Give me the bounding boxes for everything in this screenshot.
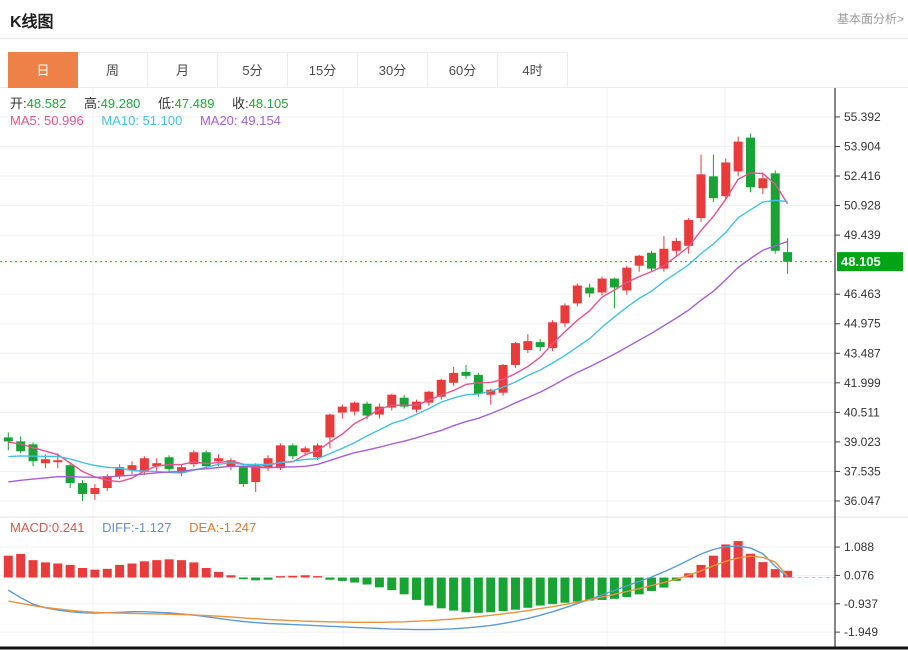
main-y-axis-labels: 55.392 53.904 52.416 50.928 49.439 46.463 44.9… — [835, 110, 881, 508]
svg-text:55.392: 55.392 — [844, 110, 881, 124]
tab-week[interactable]: 周 — [78, 52, 148, 88]
candles-layer — [3, 133, 793, 501]
grid-layer — [0, 88, 908, 647]
ma10-line — [8, 199, 788, 474]
svg-text:49.439: 49.439 — [844, 228, 881, 242]
high-value: 高:49.280 — [84, 96, 141, 111]
tab-60min[interactable]: 60分 — [428, 52, 498, 88]
tab-5min[interactable]: 5分 — [218, 52, 288, 88]
diff-line — [7, 545, 789, 631]
page-title: K线图 — [10, 14, 54, 31]
macd-info-row: MACD:0.241 DIFF:-1.127 DEA:-1.247 — [10, 520, 270, 535]
svg-text:37.535: 37.535 — [844, 464, 881, 478]
tab-30min[interactable]: 30分 — [358, 52, 428, 88]
open-value: 开:48.582 — [10, 96, 67, 111]
svg-text:-0.937: -0.937 — [844, 597, 878, 611]
svg-text:1.088: 1.088 — [844, 540, 874, 554]
price-badge: 48.105 — [837, 252, 903, 272]
tab-4hour[interactable]: 4时 — [498, 52, 568, 88]
low-value: 低:47.489 — [158, 96, 215, 111]
diff-value: DIFF:-1.127 — [102, 520, 172, 535]
ma5-value: MA5: 50.996 — [10, 113, 84, 128]
svg-text:36.047: 36.047 — [844, 494, 881, 508]
svg-text:-1.949: -1.949 — [844, 625, 878, 639]
svg-text:52.416: 52.416 — [844, 169, 881, 183]
svg-text:39.023: 39.023 — [844, 435, 881, 449]
ma-info-row: MA5: 50.996 MA10: 51.100 MA20: 49.154 — [10, 113, 295, 128]
svg-text:40.511: 40.511 — [844, 405, 880, 419]
macd-histogram — [3, 541, 793, 613]
axis-layer — [0, 88, 908, 650]
ma5-line — [8, 172, 789, 483]
macd-y-axis-labels: 1.088 0.076 -0.937 -1.949 — [835, 540, 878, 639]
page-header: K线图 基本面分析> — [0, 0, 908, 39]
svg-text:41.999: 41.999 — [844, 376, 881, 390]
svg-text:44.975: 44.975 — [844, 317, 881, 331]
svg-text:48.105: 48.105 — [841, 254, 881, 269]
ma10-value: MA10: 51.100 — [101, 113, 183, 128]
svg-text:53.904: 53.904 — [844, 139, 881, 153]
interval-tab-bar: 日 周 月 5分 15分 30分 60分 4时 — [8, 52, 568, 88]
tab-15min[interactable]: 15分 — [288, 52, 358, 88]
tab-month[interactable]: 月 — [148, 52, 218, 88]
tab-day[interactable]: 日 — [8, 52, 78, 88]
dea-value: DEA:-1.247 — [189, 520, 257, 535]
fundamental-analysis-link[interactable]: 基本面分析> — [836, 12, 904, 26]
svg-text:0.076: 0.076 — [844, 568, 874, 582]
ma20-line — [8, 240, 788, 483]
close-value: 收:48.105 — [232, 96, 289, 111]
ma20-value: MA20: 49.154 — [199, 113, 281, 128]
svg-text:43.487: 43.487 — [844, 346, 881, 360]
ohlc-info-row: 开:48.582 高:49.280 低:47.489 收:48.105 — [10, 93, 302, 112]
macd-value: MACD:0.241 — [10, 520, 85, 535]
dea-line — [8, 555, 789, 623]
svg-text:50.928: 50.928 — [844, 199, 881, 213]
svg-text:46.463: 46.463 — [844, 287, 881, 301]
